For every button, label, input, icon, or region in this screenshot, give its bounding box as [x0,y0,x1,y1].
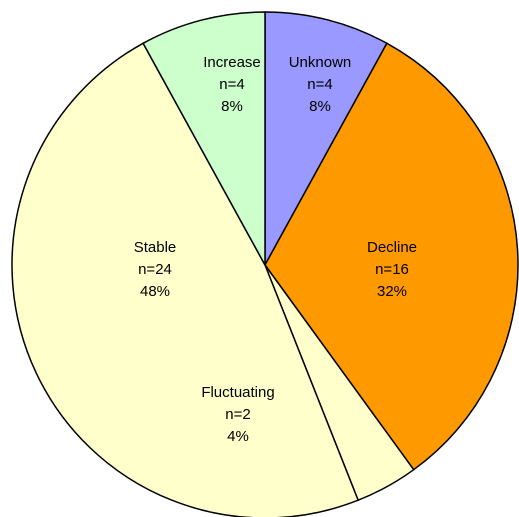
pie-slice [11,42,360,517]
count-label: n=4 [219,76,244,93]
count-label: n=2 [225,406,250,423]
pie-slice [264,42,519,471]
value-label: 32% [377,283,407,300]
pie-slice [142,11,266,266]
slice-label: Fluctuating [201,384,274,401]
value-label: 4% [227,428,249,445]
count-label: n=16 [375,261,409,278]
slice-label: Decline [367,239,417,256]
value-label: 8% [309,98,331,115]
pie-slice [264,11,388,266]
count-label: n=24 [138,261,172,278]
slice-label: Increase [203,54,261,71]
value-label: 48% [140,283,170,300]
slice-label: Unknown [289,54,352,71]
value-label: 8% [221,98,243,115]
count-label: n=4 [307,76,332,93]
slice-label: Stable [134,239,177,256]
